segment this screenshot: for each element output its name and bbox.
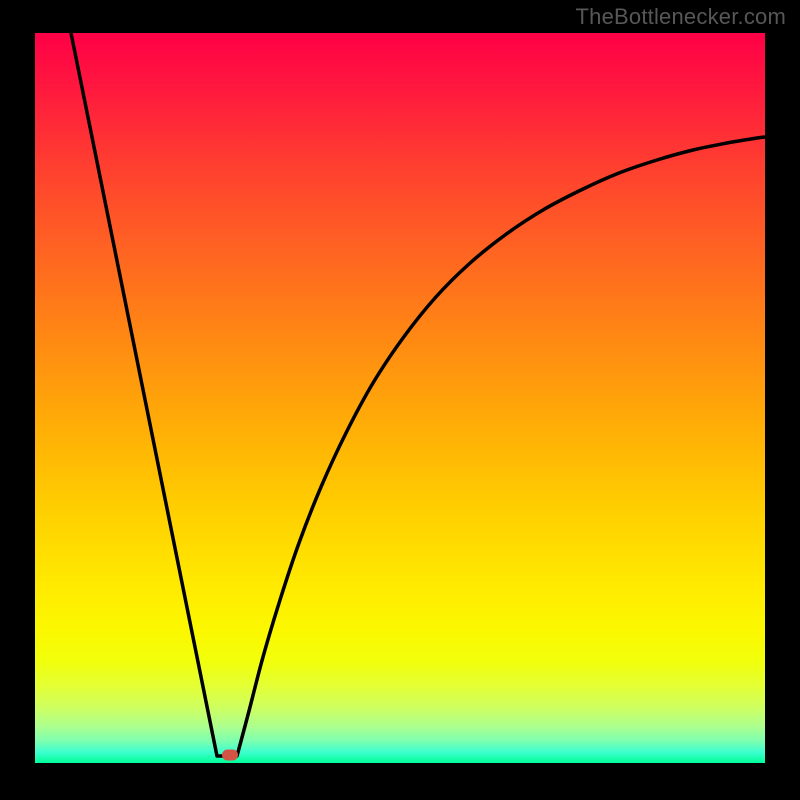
optimum-marker [222,750,238,761]
chart-container: TheBottlenecker.com [0,0,800,800]
plot-area [35,33,765,763]
watermark-text: TheBottlenecker.com [576,4,786,30]
bottleneck-curve [71,33,765,756]
curve-layer [35,33,765,763]
